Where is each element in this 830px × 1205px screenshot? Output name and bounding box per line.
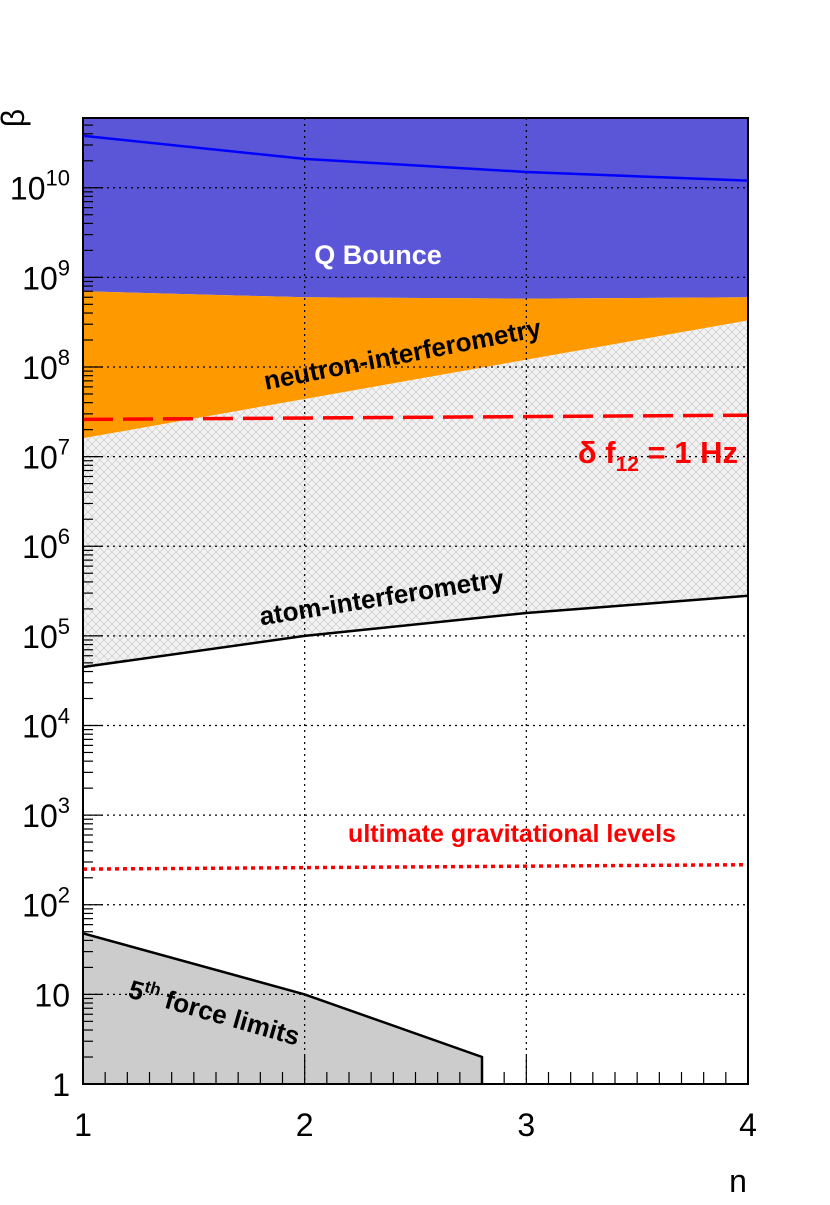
y-tick-base: 10 [22, 260, 58, 296]
y-axis-label: β [0, 109, 31, 127]
line-q-bounce-upper [83, 134, 748, 182]
y-tick-label: 103 [22, 793, 70, 834]
y-tick-label: 105 [22, 614, 70, 655]
x-tick-label: 1 [74, 1107, 92, 1143]
qbounce-label: Q Bounce [314, 240, 442, 270]
x-axis-label: n [729, 1163, 747, 1199]
y-tick-base: 10 [22, 619, 58, 655]
y-tick-label: 102 [22, 883, 70, 924]
y-tick-label: 1 [52, 1067, 70, 1103]
y-tick-exponent: 10 [46, 166, 70, 191]
y-tick-exponent: 3 [58, 793, 70, 818]
line-ultimate-gravitational-levels [83, 862, 748, 871]
region-neutron-interferometry [83, 291, 748, 439]
line-f12-1-hz [83, 413, 748, 422]
y-tick-base: 10 [22, 798, 58, 834]
region-5th-force-limits [83, 933, 482, 1084]
y-tick-base: 10 [22, 350, 58, 386]
y-tick-label: 108 [22, 345, 70, 386]
y-tick-exponent: 9 [58, 255, 70, 280]
y-tick-exponent: 7 [58, 435, 70, 460]
x-tick-label: 4 [739, 1107, 757, 1143]
y-tick-exponent: 8 [58, 345, 70, 370]
y-tick-base: 10 [22, 529, 58, 565]
line-5th-force-limits-boundary [83, 932, 484, 1084]
region-q-bounce [83, 118, 748, 299]
y-tick-label: 10 [34, 977, 70, 1013]
delta-f-subscript: 12 [616, 453, 639, 476]
y-tick-label: 106 [22, 524, 70, 565]
y-tick-exponent: 4 [58, 703, 70, 728]
y-tick-exponent: 6 [58, 524, 70, 549]
y-tick-base: 10 [22, 440, 58, 476]
ultimate-gravitational-levels-label: ultimate gravitational levels [348, 820, 676, 848]
y-tick-label: 109 [22, 255, 70, 296]
y-tick-exponent: 5 [58, 614, 70, 639]
y-tick-base: 10 [22, 708, 58, 744]
fifth-force-th: th [143, 977, 164, 1000]
y-tick-base: 10 [22, 888, 58, 924]
delta-f-rest: = 1 Hz [639, 435, 738, 470]
x-tick-label: 3 [517, 1107, 535, 1143]
y-tick-label: 107 [22, 435, 70, 476]
delta-f-label: δ f12 = 1 Hz [578, 435, 738, 476]
x-tick-label: 2 [296, 1107, 314, 1143]
y-tick-label: 1010 [10, 166, 70, 207]
y-tick-base: 10 [10, 171, 46, 207]
delta-f-main: δ f [578, 435, 616, 470]
line-atom-interferometry-lower [83, 594, 748, 669]
region-atom-interferometry [83, 320, 748, 667]
y-tick-label: 104 [22, 703, 70, 744]
y-tick-exponent: 2 [58, 883, 70, 908]
